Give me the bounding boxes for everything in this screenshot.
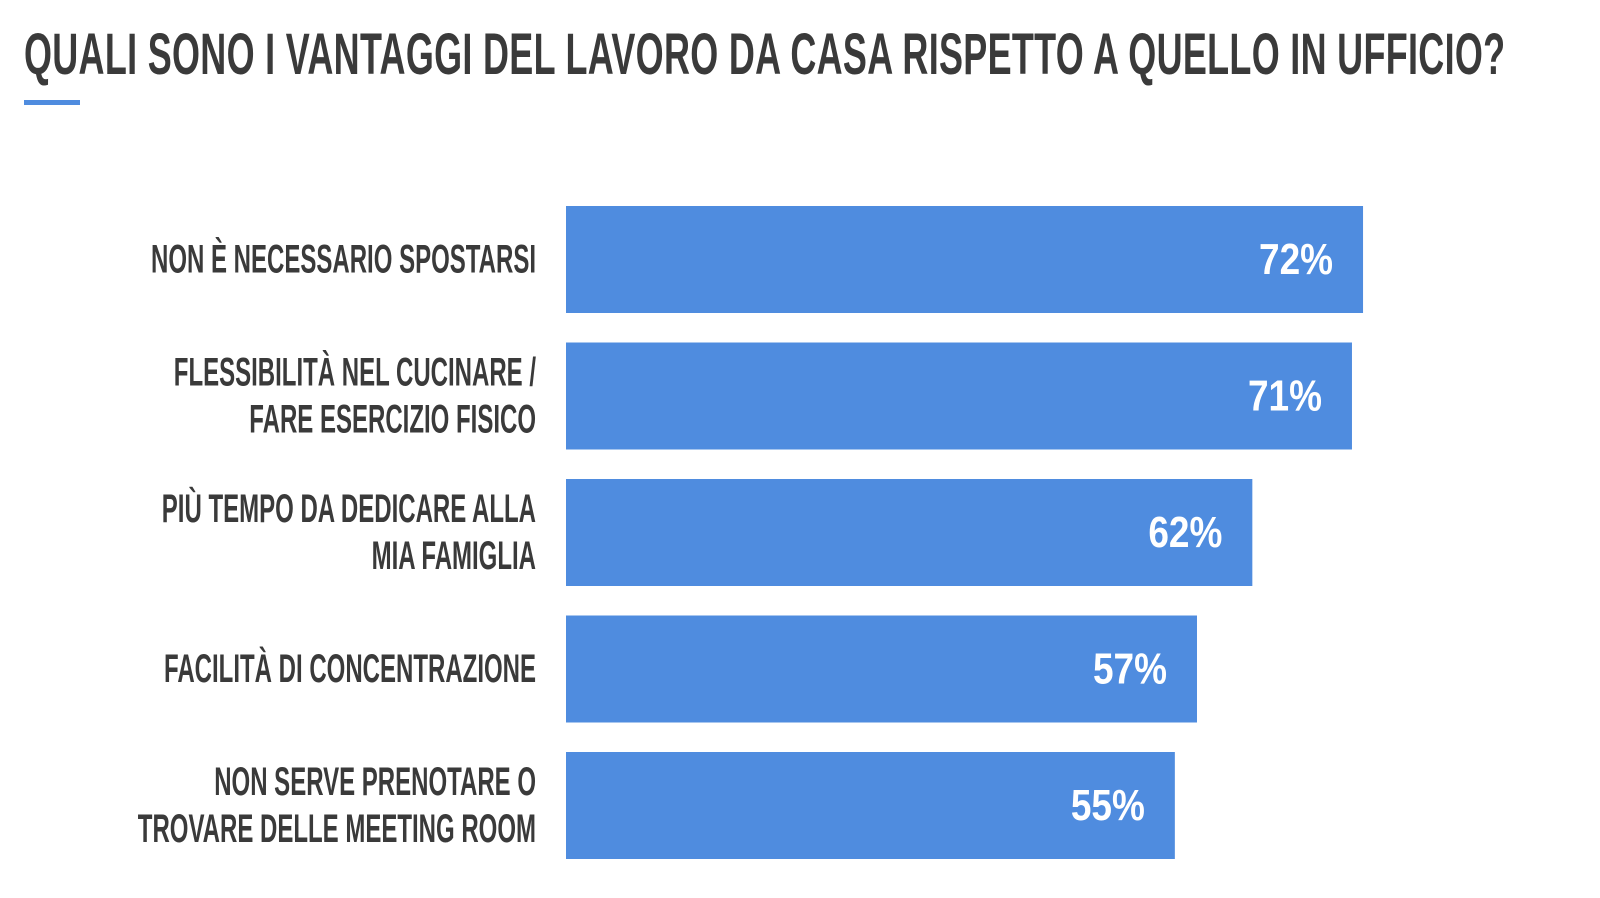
title-accent-line [24,100,80,105]
bar-value-label-4: 57% [1093,645,1167,694]
bar-5 [566,752,1175,859]
bar-value-label-2: 71% [1248,372,1322,421]
bar-2 [566,342,1352,450]
bar-3 [566,479,1253,586]
category-label-3-line-1: PIÙ TEMPO DA DEDICARE ALLA [162,485,536,531]
category-label-5-line-2: TROVARE DELLE MEETING ROOM [138,807,536,851]
category-label-2-line-1: FLESSIBILITÀ NEL CUCINARE / [174,350,536,395]
bar-value-label-5: 55% [1071,781,1145,830]
category-label-2-line-2: FARE ESERCIZIO FISICO [249,398,536,442]
bar-1 [566,206,1364,313]
category-label-5-line-1: NON SERVE PRENOTARE O [214,760,536,804]
bar-value-label-3: 62% [1148,508,1222,557]
category-label-3-line-2: MIA FAMIGLIA [372,534,536,578]
category-label-1-line-1: NON È NECESSARIO SPOSTARSI [151,237,536,282]
category-label-4-line-1: FACILITÀ DI CONCENTRAZIONE [164,646,536,691]
bar-4 [566,615,1197,723]
bar-value-label-1: 72% [1259,235,1333,284]
